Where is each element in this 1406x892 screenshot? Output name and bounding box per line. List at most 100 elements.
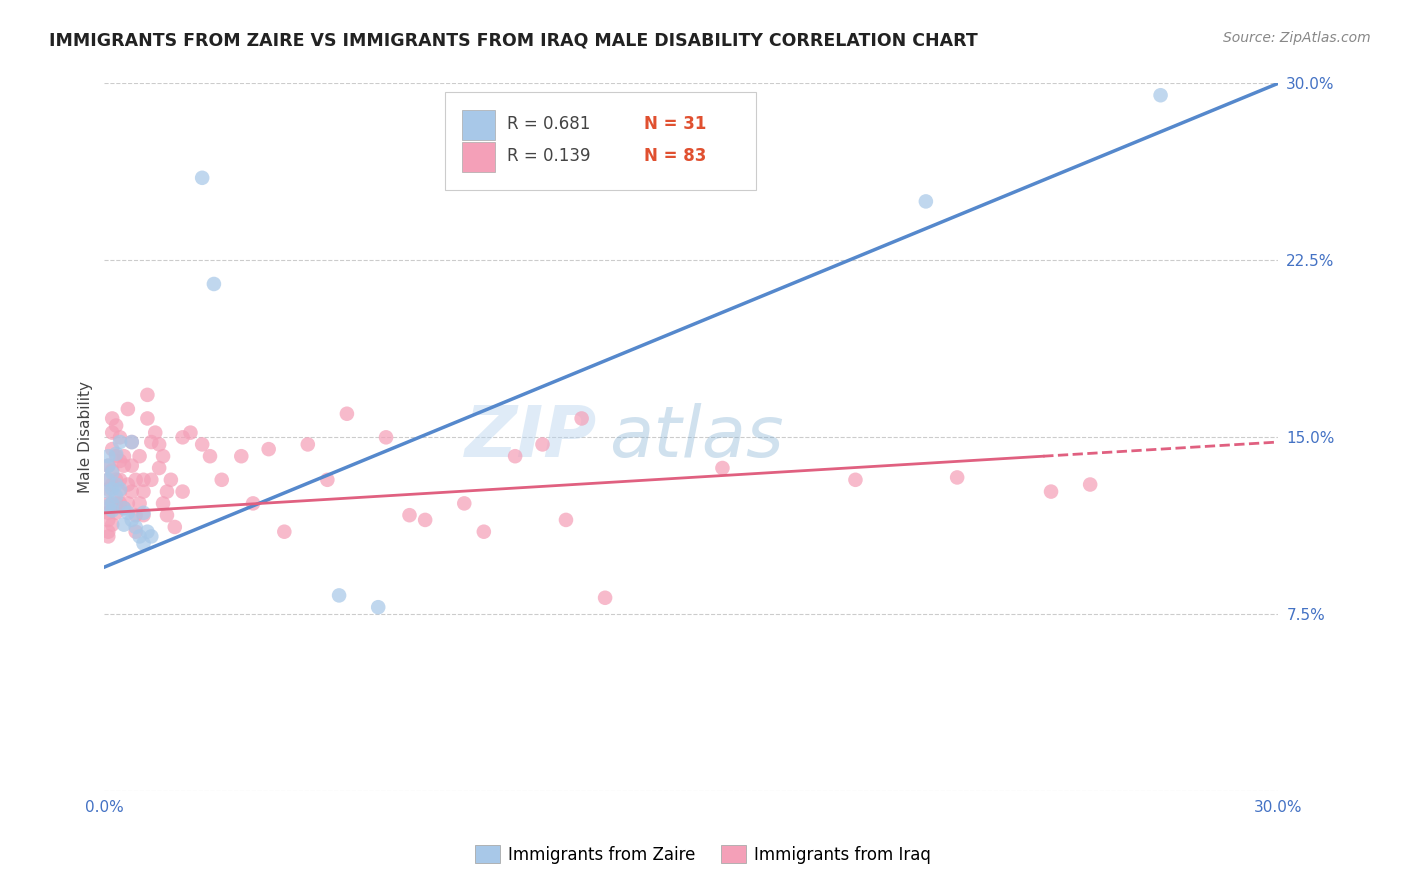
Text: Source: ZipAtlas.com: Source: ZipAtlas.com xyxy=(1223,31,1371,45)
Point xyxy=(152,496,174,510)
Point xyxy=(128,529,150,543)
Point xyxy=(128,449,150,463)
Point xyxy=(316,473,339,487)
Point xyxy=(367,600,389,615)
Point xyxy=(112,449,135,463)
Text: N = 83: N = 83 xyxy=(644,147,707,165)
Point xyxy=(105,449,128,463)
Point xyxy=(231,449,253,463)
Point xyxy=(143,425,166,440)
Point xyxy=(132,508,155,523)
Point xyxy=(132,506,155,520)
Point xyxy=(101,442,124,457)
Point xyxy=(555,513,578,527)
Point xyxy=(112,501,135,516)
Point xyxy=(398,508,420,523)
Point xyxy=(946,470,969,484)
Point xyxy=(117,477,139,491)
Point xyxy=(101,482,124,496)
FancyBboxPatch shape xyxy=(463,111,495,140)
Point xyxy=(97,524,120,539)
Point xyxy=(297,437,319,451)
Point xyxy=(97,499,120,513)
Text: IMMIGRANTS FROM ZAIRE VS IMMIGRANTS FROM IRAQ MALE DISABILITY CORRELATION CHART: IMMIGRANTS FROM ZAIRE VS IMMIGRANTS FROM… xyxy=(49,31,979,49)
Point xyxy=(97,473,120,487)
Point xyxy=(97,484,120,499)
Point xyxy=(156,484,179,499)
Point xyxy=(117,496,139,510)
Point xyxy=(117,506,139,520)
Point xyxy=(191,437,214,451)
Point xyxy=(375,430,398,444)
Point xyxy=(413,513,436,527)
Point xyxy=(202,277,225,291)
Point xyxy=(121,435,143,450)
Point xyxy=(531,437,554,451)
Point xyxy=(121,458,143,473)
Point xyxy=(172,484,194,499)
Point xyxy=(101,411,124,425)
Text: R = 0.139: R = 0.139 xyxy=(508,147,591,165)
Point xyxy=(101,466,124,480)
Point xyxy=(97,473,120,487)
Point xyxy=(124,508,146,523)
Point xyxy=(132,473,155,487)
Point xyxy=(105,473,128,487)
Point xyxy=(108,435,131,450)
Point xyxy=(148,437,170,451)
Point xyxy=(124,520,146,534)
Text: N = 31: N = 31 xyxy=(644,115,707,133)
Point xyxy=(121,484,143,499)
Point xyxy=(141,473,163,487)
Point xyxy=(121,435,143,450)
Point xyxy=(97,482,120,496)
Point xyxy=(108,484,131,499)
Point xyxy=(101,496,124,510)
Point xyxy=(503,449,526,463)
FancyBboxPatch shape xyxy=(444,92,755,190)
Point xyxy=(97,506,120,520)
Point xyxy=(101,503,124,517)
Point xyxy=(105,447,128,461)
Point xyxy=(128,496,150,510)
Point xyxy=(915,194,938,209)
Point xyxy=(101,425,124,440)
Point xyxy=(97,458,120,473)
Point xyxy=(257,442,280,457)
Point xyxy=(121,513,143,527)
Point xyxy=(132,536,155,550)
Point xyxy=(211,473,233,487)
Point xyxy=(172,430,194,444)
Point xyxy=(328,588,350,602)
Point xyxy=(179,425,201,440)
Point xyxy=(101,517,124,532)
Point xyxy=(105,477,128,491)
Point xyxy=(124,473,146,487)
Point xyxy=(571,411,593,425)
Point xyxy=(97,496,120,510)
Point xyxy=(105,489,128,503)
Point xyxy=(112,501,135,516)
Point xyxy=(148,461,170,475)
Point xyxy=(593,591,616,605)
Point xyxy=(336,407,359,421)
Point xyxy=(112,517,135,532)
Point xyxy=(472,524,495,539)
Point xyxy=(242,496,264,510)
Point xyxy=(1040,484,1063,499)
Point xyxy=(141,529,163,543)
Point xyxy=(711,461,734,475)
Point xyxy=(141,435,163,450)
FancyBboxPatch shape xyxy=(463,142,495,172)
Point xyxy=(108,454,131,468)
Point xyxy=(156,508,179,523)
Point xyxy=(101,477,124,491)
Point xyxy=(844,473,866,487)
Point xyxy=(198,449,221,463)
Point xyxy=(160,473,183,487)
Point xyxy=(97,529,120,543)
Point xyxy=(152,449,174,463)
Point xyxy=(105,418,128,433)
Text: R = 0.681: R = 0.681 xyxy=(508,115,591,133)
Legend: Immigrants from Zaire, Immigrants from Iraq: Immigrants from Zaire, Immigrants from I… xyxy=(468,838,938,871)
